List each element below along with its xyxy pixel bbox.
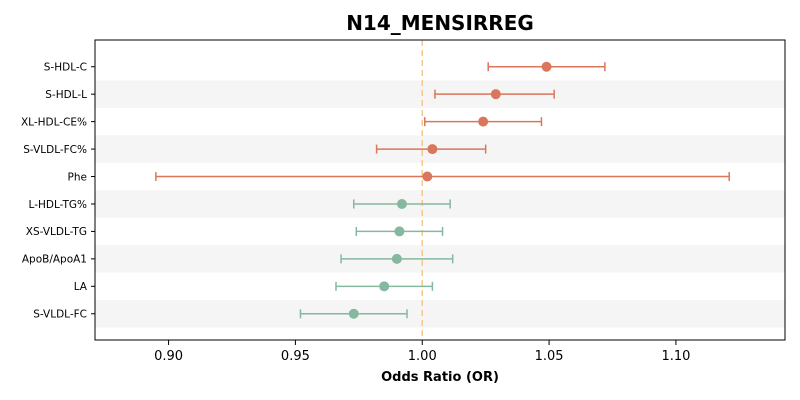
y-tick-label: XL-HDL-CE% xyxy=(21,116,87,128)
x-axis-label: Odds Ratio (OR) xyxy=(381,370,499,385)
x-tick-label: 1.05 xyxy=(535,349,564,364)
row-xs-vldl-tg xyxy=(355,226,444,237)
data-rows xyxy=(155,61,730,319)
y-tick-label: L-HDL-TG% xyxy=(29,199,87,211)
or-point xyxy=(427,144,438,155)
y-tick-label: LA xyxy=(74,281,88,293)
or-point xyxy=(396,198,407,209)
y-tick-label: ApoB/ApoA1 xyxy=(22,254,87,266)
row-s-vldl-fc xyxy=(299,308,408,319)
or-point xyxy=(478,116,489,127)
x-axis: 0.90 0.95 1.00 1.05 1.10 xyxy=(154,340,690,364)
row-xl-hdl-ce- xyxy=(424,116,543,127)
x-tick-label: 1.00 xyxy=(408,349,437,364)
y-axis: S-HDL-C S-HDL-L XL-HDL-CE% S-VLDL-FC% Phe L-H… xyxy=(21,62,95,321)
row-s-hdl-c xyxy=(487,61,606,72)
row-stripe xyxy=(95,300,785,328)
x-tick-label: 0.90 xyxy=(154,349,183,364)
x-tick-label: 0.95 xyxy=(281,349,310,364)
y-tick-label: S-VLDL-FC xyxy=(33,309,87,321)
or-point xyxy=(541,61,552,72)
y-tick-label: Phe xyxy=(68,171,87,183)
or-point xyxy=(391,253,402,264)
plot-frame xyxy=(94,39,786,341)
or-point xyxy=(422,171,433,182)
y-tick-label: S-VLDL-FC% xyxy=(23,144,87,156)
y-tick-label: S-HDL-L xyxy=(45,89,87,101)
row-phe xyxy=(155,171,730,182)
y-tick-label: XS-VLDL-TG xyxy=(26,226,87,238)
or-point xyxy=(490,89,501,100)
or-point xyxy=(394,226,405,237)
row-l-hdl-tg- xyxy=(353,198,451,209)
row-s-hdl-l xyxy=(434,89,555,100)
row-la xyxy=(335,281,434,292)
x-tick-label: 1.10 xyxy=(661,349,690,364)
or-point xyxy=(348,308,359,319)
or-point xyxy=(379,281,390,292)
chart-title: N14_MENSIRREG xyxy=(346,11,534,35)
y-tick-label: S-HDL-C xyxy=(44,62,87,74)
row-s-vldl-fc- xyxy=(375,144,487,155)
row-apob-apoa1 xyxy=(340,253,454,264)
